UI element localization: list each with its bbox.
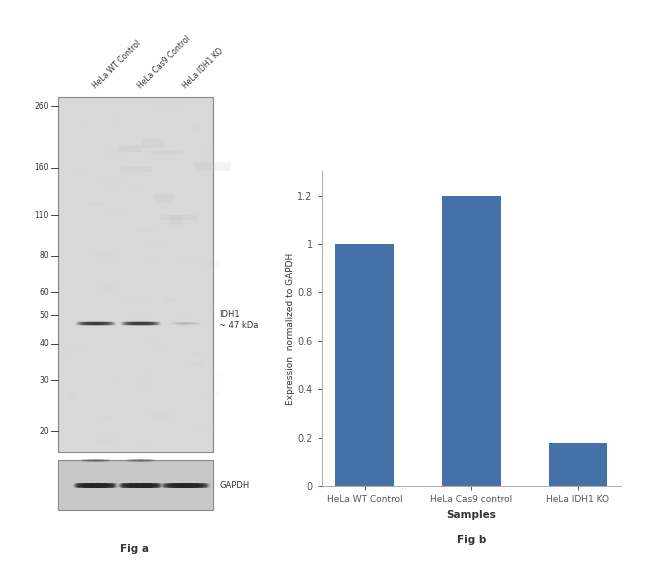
Bar bbox=[186, 362, 204, 366]
Bar bbox=[195, 426, 211, 430]
Bar bbox=[204, 391, 222, 396]
Bar bbox=[66, 349, 76, 355]
Text: 60: 60 bbox=[39, 288, 49, 297]
Bar bbox=[170, 215, 182, 225]
Bar bbox=[142, 139, 164, 148]
Bar bbox=[195, 162, 231, 171]
Bar bbox=[161, 215, 198, 220]
Bar bbox=[130, 187, 145, 189]
Bar bbox=[88, 202, 103, 206]
Bar bbox=[132, 167, 151, 170]
Bar bbox=[77, 427, 97, 432]
Bar bbox=[132, 315, 154, 321]
Bar bbox=[58, 460, 213, 510]
Bar bbox=[96, 439, 118, 446]
Bar bbox=[101, 148, 127, 154]
Bar bbox=[100, 418, 113, 420]
Bar bbox=[103, 208, 123, 214]
Bar bbox=[70, 392, 75, 397]
Bar bbox=[128, 346, 143, 353]
Bar bbox=[120, 171, 144, 174]
Bar bbox=[145, 226, 164, 231]
Text: 80: 80 bbox=[40, 251, 49, 260]
Bar bbox=[78, 124, 84, 130]
Bar bbox=[148, 384, 161, 392]
Bar bbox=[549, 442, 607, 486]
Bar bbox=[442, 196, 501, 486]
Bar bbox=[101, 285, 114, 291]
Bar bbox=[99, 180, 124, 186]
Text: 260: 260 bbox=[34, 102, 49, 111]
Bar bbox=[150, 413, 173, 418]
Text: HeLa Cas9 Control: HeLa Cas9 Control bbox=[136, 34, 192, 90]
Bar bbox=[184, 224, 204, 226]
Bar bbox=[156, 108, 181, 112]
Bar bbox=[151, 151, 183, 155]
Text: Fig a: Fig a bbox=[120, 544, 150, 554]
Bar bbox=[181, 257, 194, 259]
Bar bbox=[207, 261, 220, 269]
Bar bbox=[208, 371, 222, 378]
Bar bbox=[58, 97, 213, 452]
Text: Fig b: Fig b bbox=[456, 535, 486, 545]
Text: GAPDH: GAPDH bbox=[219, 481, 249, 490]
Bar bbox=[114, 377, 121, 382]
Bar bbox=[99, 146, 112, 153]
Text: HeLa WT Control: HeLa WT Control bbox=[90, 38, 142, 90]
Bar bbox=[201, 319, 220, 324]
Bar bbox=[163, 297, 176, 302]
Bar bbox=[181, 312, 188, 316]
Text: HeLa IDH1 KO: HeLa IDH1 KO bbox=[181, 46, 225, 90]
Bar bbox=[138, 380, 150, 387]
X-axis label: Samples: Samples bbox=[447, 510, 496, 520]
Bar bbox=[192, 194, 199, 198]
Bar bbox=[203, 145, 217, 152]
Bar bbox=[192, 352, 202, 356]
Bar bbox=[122, 167, 151, 172]
Bar bbox=[192, 126, 202, 131]
Text: 110: 110 bbox=[34, 211, 49, 220]
Bar bbox=[118, 146, 142, 152]
Bar bbox=[61, 209, 70, 214]
Text: IDH1
~ 47 kDa: IDH1 ~ 47 kDa bbox=[219, 310, 259, 330]
Bar bbox=[94, 252, 109, 257]
Text: 40: 40 bbox=[39, 339, 49, 348]
Bar bbox=[125, 296, 150, 303]
Bar bbox=[148, 239, 166, 246]
Bar bbox=[155, 344, 166, 351]
Bar bbox=[136, 228, 154, 231]
Bar bbox=[146, 371, 151, 374]
Text: 20: 20 bbox=[40, 427, 49, 436]
Bar bbox=[154, 194, 174, 202]
Bar bbox=[113, 377, 136, 384]
Bar bbox=[195, 259, 201, 266]
Bar bbox=[200, 149, 213, 156]
Bar bbox=[335, 244, 394, 486]
Bar bbox=[66, 349, 86, 351]
Bar bbox=[95, 255, 118, 257]
Y-axis label: Expression  normalized to GAPDH: Expression normalized to GAPDH bbox=[285, 253, 294, 405]
Bar bbox=[141, 258, 157, 261]
Text: 160: 160 bbox=[34, 164, 49, 173]
Bar bbox=[74, 195, 90, 201]
Bar bbox=[112, 117, 122, 124]
Bar bbox=[72, 170, 85, 176]
Bar bbox=[146, 339, 160, 343]
Bar bbox=[135, 277, 150, 284]
Text: 50: 50 bbox=[39, 311, 49, 320]
Bar bbox=[206, 304, 215, 308]
Bar bbox=[172, 389, 180, 394]
Text: 30: 30 bbox=[39, 375, 49, 384]
Bar bbox=[185, 116, 192, 119]
Bar bbox=[131, 446, 156, 448]
Bar bbox=[180, 260, 194, 266]
